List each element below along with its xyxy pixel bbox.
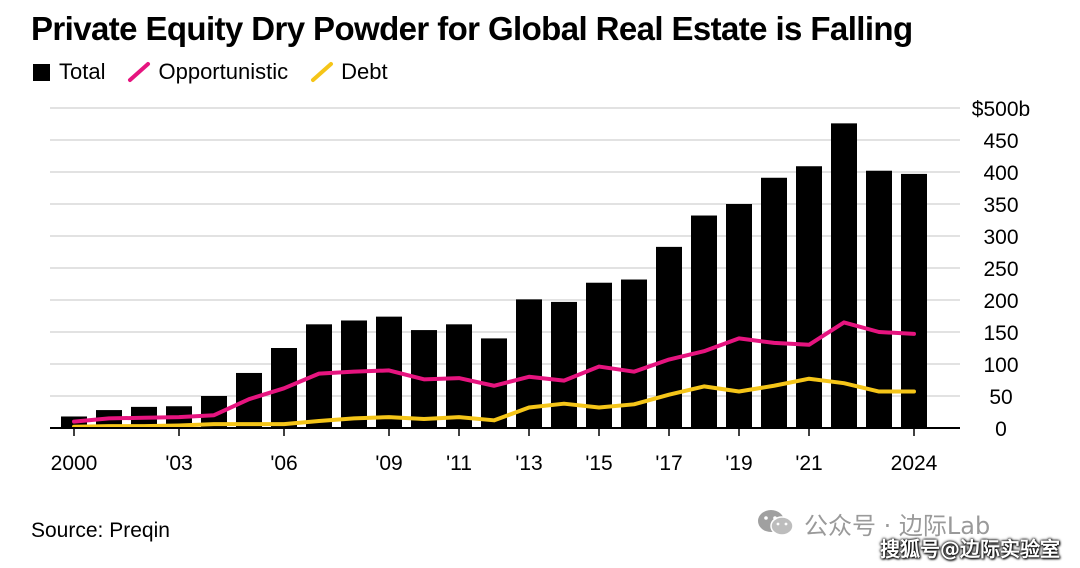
source-note: Source: Preqin	[31, 519, 170, 542]
line-opportunistic	[72, 320, 916, 424]
x-tick-label: '06	[270, 452, 297, 475]
y-tick-label: $500b	[972, 98, 1030, 121]
chart-title: Private Equity Dry Powder for Global Rea…	[31, 10, 913, 47]
y-tick-label: 250	[983, 258, 1018, 281]
bar-total	[866, 170, 892, 428]
x-tick-label: '17	[655, 452, 682, 475]
legend-swatch-opportunistic	[128, 62, 151, 82]
bar-total	[796, 166, 822, 429]
y-tick-label: 400	[983, 162, 1018, 185]
legend-swatch-total	[33, 63, 50, 81]
legend: Total Opportunistic Debt	[33, 58, 410, 86]
legend-item-opportunistic: Opportunistic	[127, 59, 288, 85]
y-tick-label: 50	[989, 386, 1012, 409]
y-tick-label: 150	[983, 322, 1018, 345]
legend-label-total: Total	[59, 59, 106, 84]
legend-label-debt: Debt	[341, 59, 388, 84]
y-tick-label: 450	[983, 130, 1018, 153]
line-debt	[72, 376, 916, 429]
legend-label-opportunistic: Opportunistic	[158, 59, 289, 84]
bar-total	[341, 320, 367, 428]
bar-total	[761, 177, 787, 428]
x-tick-label: '21	[795, 452, 822, 475]
legend-swatch-debt	[311, 62, 334, 82]
y-tick-label: 0	[995, 418, 1007, 441]
x-tick-label: '11	[446, 452, 472, 475]
y-tick-label: 350	[983, 194, 1018, 217]
x-tick-label: '19	[725, 452, 752, 475]
x-tick-label: '03	[165, 452, 192, 475]
wechat-icon	[758, 510, 794, 536]
bar-total	[551, 301, 577, 428]
x-tick-label: '15	[585, 452, 612, 475]
bar-total	[831, 123, 857, 429]
x-tick-label: '09	[375, 452, 402, 475]
watermark: 公众号 · 边际Lab	[756, 507, 1056, 540]
y-tick-label: 300	[983, 226, 1018, 249]
bar-total	[901, 173, 927, 428]
bar-total	[656, 246, 682, 428]
x-tick-label: 2000	[51, 452, 98, 475]
y-tick-label: 200	[983, 290, 1018, 313]
watermark-text: 公众号 · 边际Lab	[804, 511, 991, 540]
legend-item-debt: Debt	[310, 59, 388, 85]
legend-item-total: Total	[33, 59, 105, 85]
x-tick-label: '13	[515, 452, 542, 475]
y-tick-label: 100	[983, 354, 1018, 377]
bar-total	[726, 204, 752, 428]
bar-total	[691, 215, 717, 428]
x-tick-label: 2024	[891, 452, 938, 475]
bar-total	[586, 282, 612, 428]
sub-watermark: 搜狐号@边际实验室	[880, 537, 1060, 561]
